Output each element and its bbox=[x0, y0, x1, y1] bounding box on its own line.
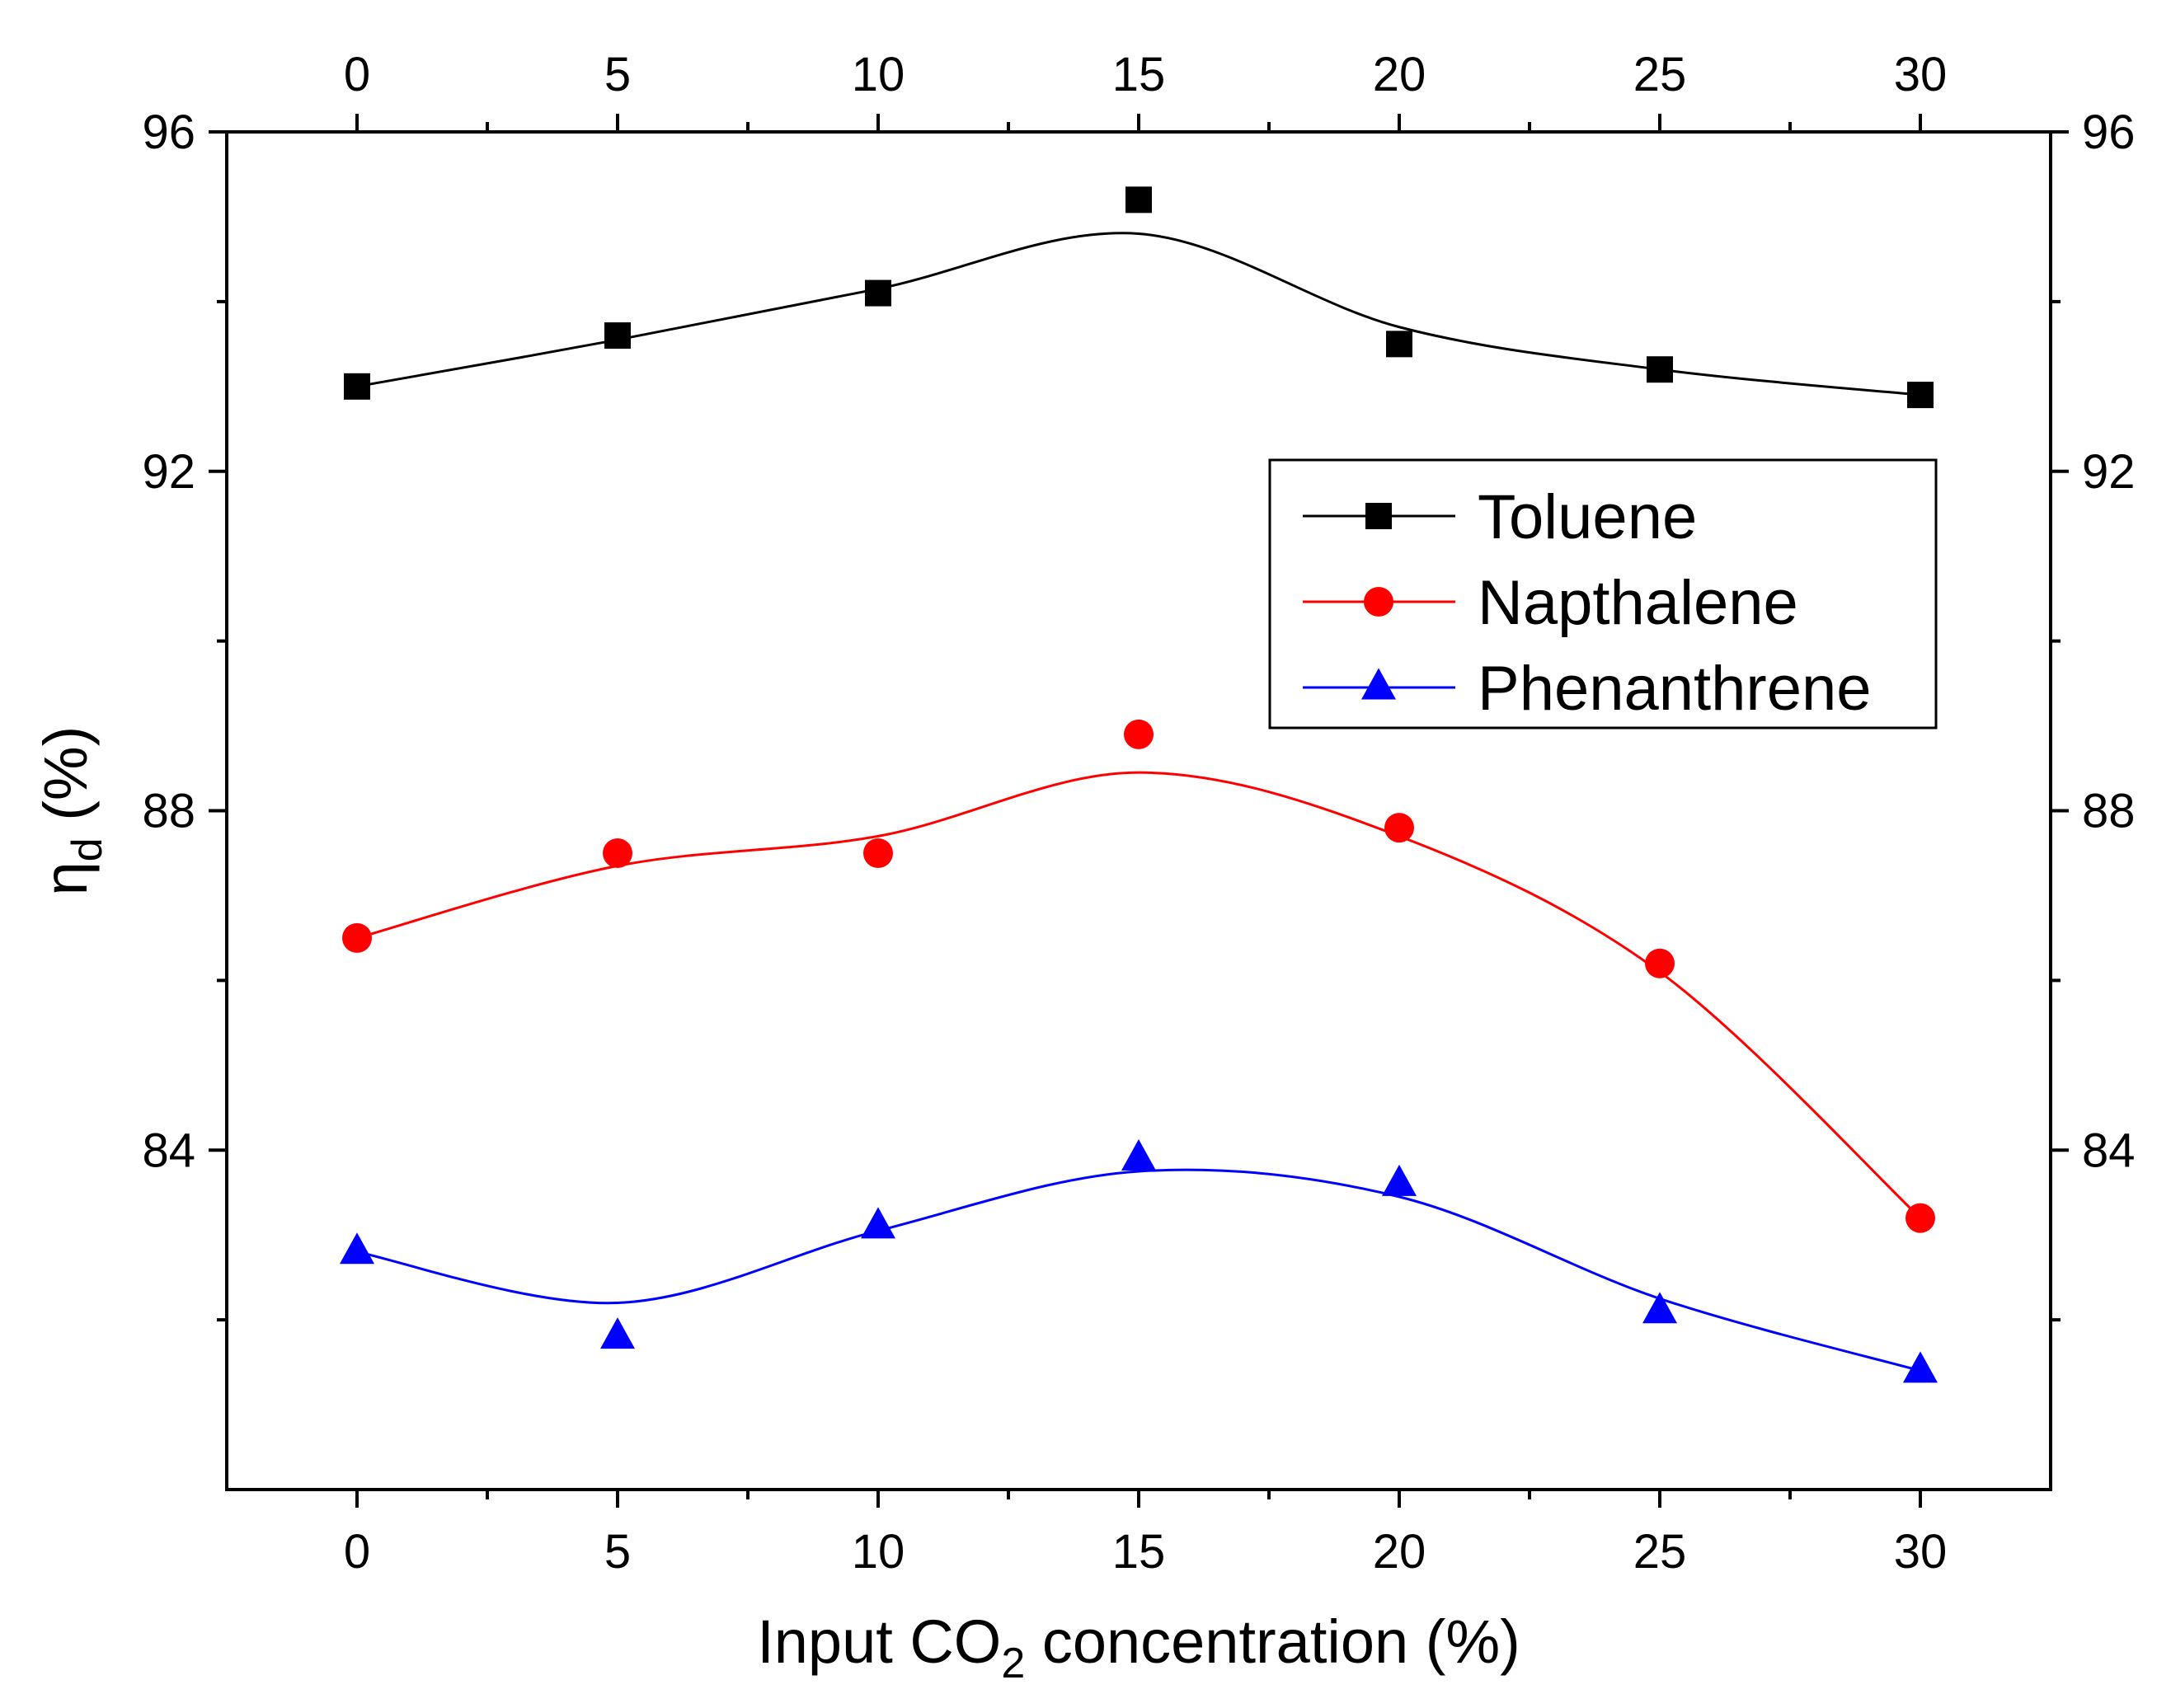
legend-label-napthalene: Napthalene bbox=[1478, 568, 1798, 638]
y-tick-label-left: 84 bbox=[142, 1124, 195, 1177]
legend: Toluene Napthalene Phenanthrene bbox=[1268, 458, 1938, 730]
data-point-napthalene bbox=[863, 838, 893, 868]
data-point-toluene bbox=[865, 279, 891, 307]
x-tick-label-top: 10 bbox=[852, 48, 905, 101]
legend-label-phenanthrene: Phenanthrene bbox=[1478, 654, 1872, 724]
data-point-napthalene bbox=[1645, 948, 1675, 978]
data-point-napthalene bbox=[1384, 813, 1414, 843]
x-axis-title: Input CO2 concentration (%) bbox=[757, 1607, 1520, 1687]
data-point-toluene bbox=[1647, 356, 1673, 383]
y-tick-label-right: 84 bbox=[2082, 1124, 2136, 1177]
y-tick-label-right: 92 bbox=[2082, 445, 2136, 499]
data-point-toluene bbox=[604, 322, 631, 350]
data-point-phenanthrene bbox=[340, 1232, 374, 1265]
x-tick-label-top: 15 bbox=[1112, 48, 1166, 101]
x-tick-label-bottom: 20 bbox=[1373, 1525, 1426, 1579]
legend-marker-toluene bbox=[1365, 503, 1392, 529]
data-point-phenanthrene bbox=[1382, 1164, 1417, 1196]
x-tick-label-bottom: 0 bbox=[344, 1525, 370, 1579]
x-axis-title-subscript: 2 bbox=[1001, 1640, 1025, 1687]
plot-frame bbox=[225, 130, 2052, 1491]
x-tick-label-top: 0 bbox=[344, 48, 370, 101]
data-point-toluene bbox=[1907, 382, 1934, 409]
y-tick-label-left: 96 bbox=[142, 106, 195, 159]
data-point-phenanthrene bbox=[600, 1317, 635, 1349]
x-axis-title-main: Input CO bbox=[757, 1607, 1001, 1676]
y-axis-title-subscript: d bbox=[63, 838, 111, 861]
y-tick-label-right: 88 bbox=[2082, 785, 2136, 838]
data-point-toluene bbox=[344, 373, 370, 400]
y-tick-label-left: 88 bbox=[142, 785, 195, 838]
series-markers bbox=[340, 186, 1938, 1383]
data-point-phenanthrene bbox=[1903, 1351, 1938, 1383]
legend-label-toluene: Toluene bbox=[1478, 482, 1697, 552]
ticks-layer: 0 0 5 5 10 10 15 15 20 20 25 25 30 30 84 84 88 88 92 92 96 96 bbox=[142, 48, 2135, 1579]
x-tick-label-bottom: 30 bbox=[1894, 1525, 1948, 1579]
y-tick-label-right: 96 bbox=[2082, 106, 2136, 159]
x-tick-label-top: 20 bbox=[1373, 48, 1426, 101]
x-tick-label-bottom: 15 bbox=[1112, 1525, 1166, 1579]
data-point-toluene bbox=[1125, 186, 1152, 214]
x-tick-label-top: 5 bbox=[604, 48, 631, 101]
x-tick-label-bottom: 10 bbox=[852, 1525, 905, 1579]
x-tick-label-top: 25 bbox=[1633, 48, 1687, 101]
data-point-toluene bbox=[1386, 331, 1412, 358]
data-point-napthalene bbox=[603, 838, 632, 868]
legend-marker-phenanthrene bbox=[1361, 668, 1396, 700]
legend-marker-napthalene bbox=[1364, 587, 1393, 617]
x-tick-label-bottom: 5 bbox=[604, 1525, 631, 1579]
y-axis-title-rest: (%) bbox=[31, 726, 100, 838]
x-axis-title-rest: concentration (%) bbox=[1025, 1607, 1520, 1676]
y-tick-label-left: 92 bbox=[142, 445, 195, 499]
y-axis-title-main: η bbox=[31, 861, 100, 895]
y-axis-title: ηd (%) bbox=[31, 726, 111, 896]
data-point-napthalene bbox=[1124, 719, 1154, 749]
x-tick-label-bottom: 25 bbox=[1633, 1525, 1687, 1579]
data-point-phenanthrene bbox=[1642, 1292, 1677, 1324]
data-point-napthalene bbox=[1905, 1203, 1935, 1233]
data-point-phenanthrene bbox=[1121, 1138, 1156, 1171]
data-point-napthalene bbox=[342, 922, 372, 953]
data-point-phenanthrene bbox=[861, 1207, 895, 1239]
x-tick-label-top: 30 bbox=[1894, 48, 1948, 101]
